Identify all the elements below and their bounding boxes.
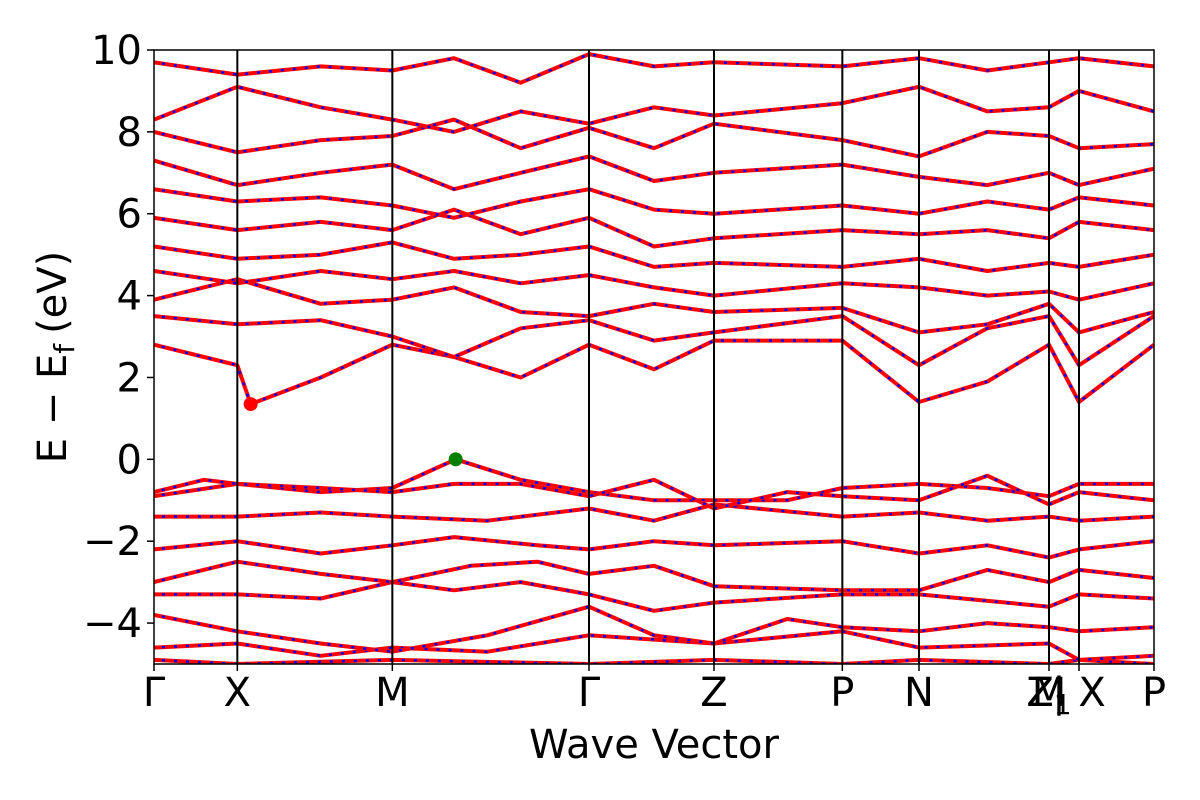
extrema-markers	[243, 397, 463, 467]
cbm-marker	[243, 397, 258, 412]
y-tick-label: 8	[117, 110, 142, 156]
band-4-spin-up	[154, 559, 1154, 593]
x-tick-label: P	[830, 670, 854, 716]
band-8-spin-down	[154, 474, 1154, 510]
band-12-spin-up	[154, 269, 1154, 302]
band-5-spin-up	[154, 535, 1154, 560]
band-14-spin-down	[154, 208, 1154, 248]
band-16-spin-up	[154, 154, 1154, 192]
band-0-spin-down	[154, 658, 1154, 664]
band-10-spin-up	[154, 314, 1154, 368]
x-tick-label-overlap: M	[1032, 670, 1067, 716]
x-tick-label: Z1	[1026, 670, 1071, 721]
x-tick-label: Γ	[578, 670, 601, 716]
y-tick-label: 2	[117, 355, 142, 401]
y-tick-label: 0	[117, 437, 142, 483]
y-tick-label: 4	[117, 274, 142, 320]
y-tick-label: 6	[117, 192, 142, 238]
plot-frame	[153, 49, 1155, 665]
x-tick-label: N	[904, 670, 934, 716]
y-axis-title: E − Ef (eV)	[30, 251, 81, 464]
x-tick-label: X	[224, 670, 251, 716]
x-tick-label: | X	[1052, 670, 1106, 716]
x-tick-label: M	[375, 670, 410, 716]
y-axis-title-main: E − E	[30, 354, 76, 464]
band-18-spin-down	[154, 85, 1154, 134]
band-3-spin-up	[154, 580, 1154, 613]
y-tick-label: 10	[91, 28, 142, 74]
band-6-spin-up	[154, 502, 1154, 523]
y-axis-title-subscript: f	[48, 343, 81, 354]
vbm-marker	[448, 452, 463, 467]
band-19-spin-down	[154, 52, 1154, 85]
band-13-spin-down	[154, 241, 1154, 273]
band-11-spin-down	[154, 277, 1154, 334]
band-15-spin-down	[154, 187, 1154, 220]
band-9-spin-up	[154, 338, 1154, 407]
x-tick-label: P	[1142, 670, 1166, 716]
y-axis-ticks: −4 −2 0 2 4 6 8 10	[83, 28, 154, 647]
band-6-spin-down	[154, 503, 1154, 522]
band-14-spin-up	[154, 207, 1154, 249]
band-1-spin-down	[154, 630, 1154, 662]
band-16-spin-down	[154, 155, 1154, 191]
kpoint-lines	[236, 50, 1080, 664]
y-tick-label: −4	[83, 601, 142, 647]
band-17-spin-down	[154, 118, 1154, 158]
x-axis-title: Wave Vector	[529, 722, 780, 768]
x-tick-label: Z	[700, 670, 727, 716]
x-tick-label: Γ	[143, 670, 166, 716]
y-tick-label: −2	[83, 519, 142, 565]
y-axis-title-unit: (eV)	[30, 251, 76, 334]
bands-group	[154, 52, 1154, 664]
band-19-spin-up	[154, 52, 1154, 85]
band-17-spin-up	[154, 117, 1154, 159]
